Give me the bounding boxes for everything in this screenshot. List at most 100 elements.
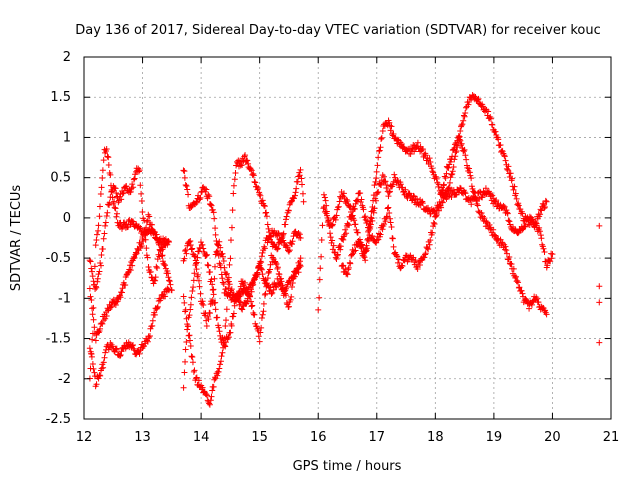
data-point (150, 280, 157, 287)
data-point (375, 188, 382, 195)
data-point (382, 178, 389, 185)
data-point (461, 189, 468, 196)
data-point (101, 230, 108, 237)
data-point (421, 254, 428, 261)
data-point (197, 239, 204, 246)
data-point (283, 300, 290, 307)
data-point (187, 242, 194, 249)
data-point (506, 218, 513, 225)
data-point (113, 346, 120, 353)
data-point (211, 376, 218, 383)
data-point (91, 324, 98, 331)
data-point (536, 224, 543, 231)
data-point (95, 222, 102, 229)
data-point (461, 146, 468, 153)
data-point (227, 255, 234, 262)
data-point (219, 275, 226, 282)
data-point (105, 154, 112, 161)
data-point (203, 251, 210, 258)
data-point (209, 287, 216, 294)
data-point (383, 185, 390, 192)
data-point (374, 162, 381, 169)
data-point (292, 189, 299, 196)
data-point (327, 230, 334, 237)
data-point (267, 233, 274, 240)
data-point (191, 253, 198, 260)
data-point (291, 273, 298, 280)
data-point (288, 284, 295, 291)
data-point (489, 121, 496, 128)
data-point (253, 273, 260, 280)
data-point (263, 209, 270, 216)
data-point (458, 142, 465, 149)
y-tick-label: 1.5 (50, 90, 71, 105)
data-point (142, 236, 149, 243)
data-point (329, 221, 336, 228)
data-point (130, 345, 137, 352)
data-point (507, 170, 514, 177)
data-point (280, 230, 287, 237)
data-point (209, 296, 216, 303)
data-point (504, 166, 511, 173)
data-point (373, 168, 380, 175)
data-point (460, 112, 467, 119)
data-point (289, 238, 296, 245)
data-point (347, 260, 354, 267)
data-point (190, 277, 197, 284)
data-point (203, 391, 210, 398)
data-point (250, 277, 257, 284)
data-point (446, 179, 453, 186)
data-point (538, 235, 545, 242)
data-point (321, 203, 328, 210)
data-point (354, 229, 361, 236)
data-point (362, 246, 369, 253)
data-point (335, 203, 342, 210)
data-point (259, 249, 266, 256)
data-point (276, 271, 283, 278)
data-point (422, 152, 429, 159)
data-point (504, 209, 511, 216)
data-point (99, 245, 106, 252)
data-point (414, 266, 421, 273)
x-tick-label: 20 (544, 430, 561, 445)
y-tick-label: -1 (58, 291, 71, 306)
data-point (513, 195, 520, 202)
data-point (379, 128, 386, 135)
data-point (481, 215, 488, 222)
data-point (196, 248, 203, 255)
data-point (299, 190, 306, 197)
data-point (502, 157, 509, 164)
data-point (192, 253, 199, 260)
data-point (422, 250, 429, 257)
y-tick-label: -2 (58, 372, 71, 387)
data-point (364, 236, 371, 243)
data-point (505, 163, 512, 170)
data-point (366, 221, 373, 228)
data-point (181, 369, 188, 376)
data-point (199, 298, 206, 305)
data-point (397, 139, 404, 146)
data-point (230, 310, 237, 317)
data-point (193, 260, 200, 267)
data-point (450, 163, 457, 170)
data-point (98, 251, 105, 258)
data-point (475, 95, 482, 102)
data-point (523, 296, 530, 303)
data-point (98, 184, 105, 191)
data-point (225, 278, 232, 285)
data-point (141, 342, 148, 349)
data-point (296, 231, 303, 238)
data-point (202, 253, 209, 260)
data-point (452, 153, 459, 160)
data-point (446, 184, 453, 191)
data-point (159, 252, 166, 259)
data-point (478, 209, 485, 216)
data-point (387, 219, 394, 226)
x-axis-label: GPS time / hours (293, 459, 402, 474)
data-point (261, 291, 268, 298)
data-point (393, 252, 400, 259)
data-point (189, 288, 196, 295)
data-point (250, 170, 257, 177)
data-point (377, 144, 384, 151)
data-point (368, 208, 375, 215)
